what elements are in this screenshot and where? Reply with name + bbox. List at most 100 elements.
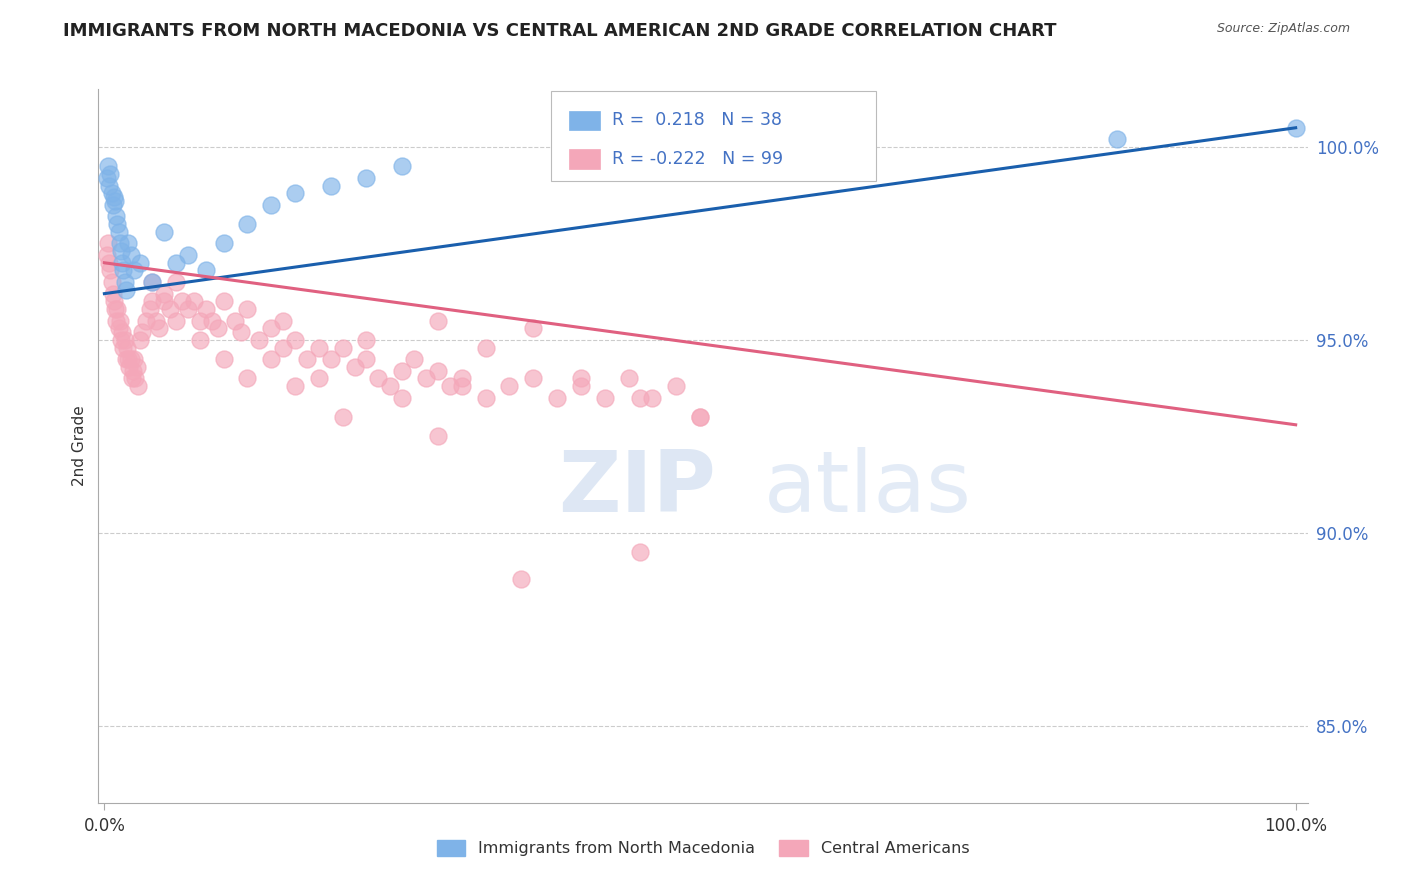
Point	[510, 572, 533, 586]
Text: IMMIGRANTS FROM NORTH MACEDONIA VS CENTRAL AMERICAN 2ND GRADE CORRELATION CHART: IMMIGRANTS FROM NORTH MACEDONIA VS CENTR…	[63, 22, 1057, 40]
Point	[141, 275, 163, 289]
Point	[108, 313, 131, 327]
Point	[129, 333, 152, 347]
Point	[380, 379, 402, 393]
Point	[107, 217, 129, 231]
Point	[111, 256, 134, 270]
Point	[332, 341, 354, 355]
Text: Source: ZipAtlas.com: Source: ZipAtlas.com	[1216, 22, 1350, 36]
Point	[117, 236, 139, 251]
Point	[212, 352, 235, 367]
Point	[107, 301, 129, 316]
Point	[129, 256, 152, 270]
Point	[177, 301, 200, 316]
Point	[183, 294, 205, 309]
Point	[569, 379, 592, 393]
Point	[474, 391, 496, 405]
Point	[689, 410, 711, 425]
Point	[194, 301, 217, 316]
Point	[105, 210, 128, 224]
Point	[114, 275, 136, 289]
Point	[153, 225, 176, 239]
Legend: Immigrants from North Macedonia, Central Americans: Immigrants from North Macedonia, Central…	[430, 833, 976, 863]
Point	[689, 148, 711, 162]
Point	[96, 248, 118, 262]
Point	[148, 321, 170, 335]
Point	[115, 341, 138, 355]
Point	[569, 371, 592, 385]
Point	[194, 263, 217, 277]
Point	[212, 294, 235, 309]
Y-axis label: 2nd Grade: 2nd Grade	[72, 406, 87, 486]
Point	[120, 352, 142, 367]
Point	[665, 379, 688, 393]
Point	[236, 301, 259, 316]
Point	[120, 248, 142, 262]
Point	[641, 391, 664, 405]
Point	[295, 352, 318, 367]
Point	[103, 190, 125, 204]
Point	[112, 263, 135, 277]
Point	[100, 186, 122, 201]
Point	[121, 371, 143, 385]
Point	[104, 194, 127, 208]
Point	[97, 236, 120, 251]
Point	[1285, 120, 1308, 135]
Point	[522, 371, 544, 385]
Point	[748, 140, 770, 154]
Point	[236, 371, 259, 385]
Point	[271, 313, 294, 327]
Text: atlas: atlas	[763, 447, 972, 531]
Point	[630, 391, 652, 405]
Point	[404, 352, 426, 367]
Text: R = -0.222   N = 99: R = -0.222 N = 99	[612, 150, 783, 168]
Point	[153, 294, 176, 309]
Text: R =  0.218   N = 38: R = 0.218 N = 38	[612, 112, 782, 129]
Point	[107, 225, 129, 239]
Point	[426, 313, 449, 327]
Point	[319, 178, 342, 193]
Point	[110, 333, 132, 347]
Point	[308, 341, 330, 355]
Point	[212, 236, 235, 251]
Point	[165, 275, 187, 289]
Point	[141, 294, 163, 309]
Point	[114, 333, 136, 347]
Point	[159, 301, 181, 316]
Point	[131, 325, 153, 339]
Point	[260, 352, 283, 367]
Point	[439, 379, 461, 393]
Point	[474, 341, 496, 355]
Point	[593, 391, 616, 405]
Point	[122, 263, 145, 277]
Point	[114, 283, 136, 297]
Point	[200, 313, 222, 327]
Point	[260, 321, 283, 335]
Point	[247, 333, 270, 347]
Point	[97, 159, 120, 173]
Point	[1105, 132, 1128, 146]
Point	[117, 352, 139, 367]
Point	[260, 198, 283, 212]
Point	[122, 352, 145, 367]
Point	[188, 333, 211, 347]
Point	[271, 341, 294, 355]
Point	[450, 379, 472, 393]
Point	[689, 410, 711, 425]
Point	[101, 198, 124, 212]
Point	[153, 286, 176, 301]
Point	[367, 371, 389, 385]
Point	[426, 364, 449, 378]
Point	[98, 263, 121, 277]
Point	[111, 325, 134, 339]
Point	[231, 325, 253, 339]
Point	[165, 313, 187, 327]
Point	[391, 391, 413, 405]
Point	[108, 236, 131, 251]
Point	[127, 379, 149, 393]
Point	[110, 244, 132, 259]
Point	[356, 333, 378, 347]
Point	[332, 410, 354, 425]
Point	[391, 159, 413, 173]
Point	[450, 371, 472, 385]
